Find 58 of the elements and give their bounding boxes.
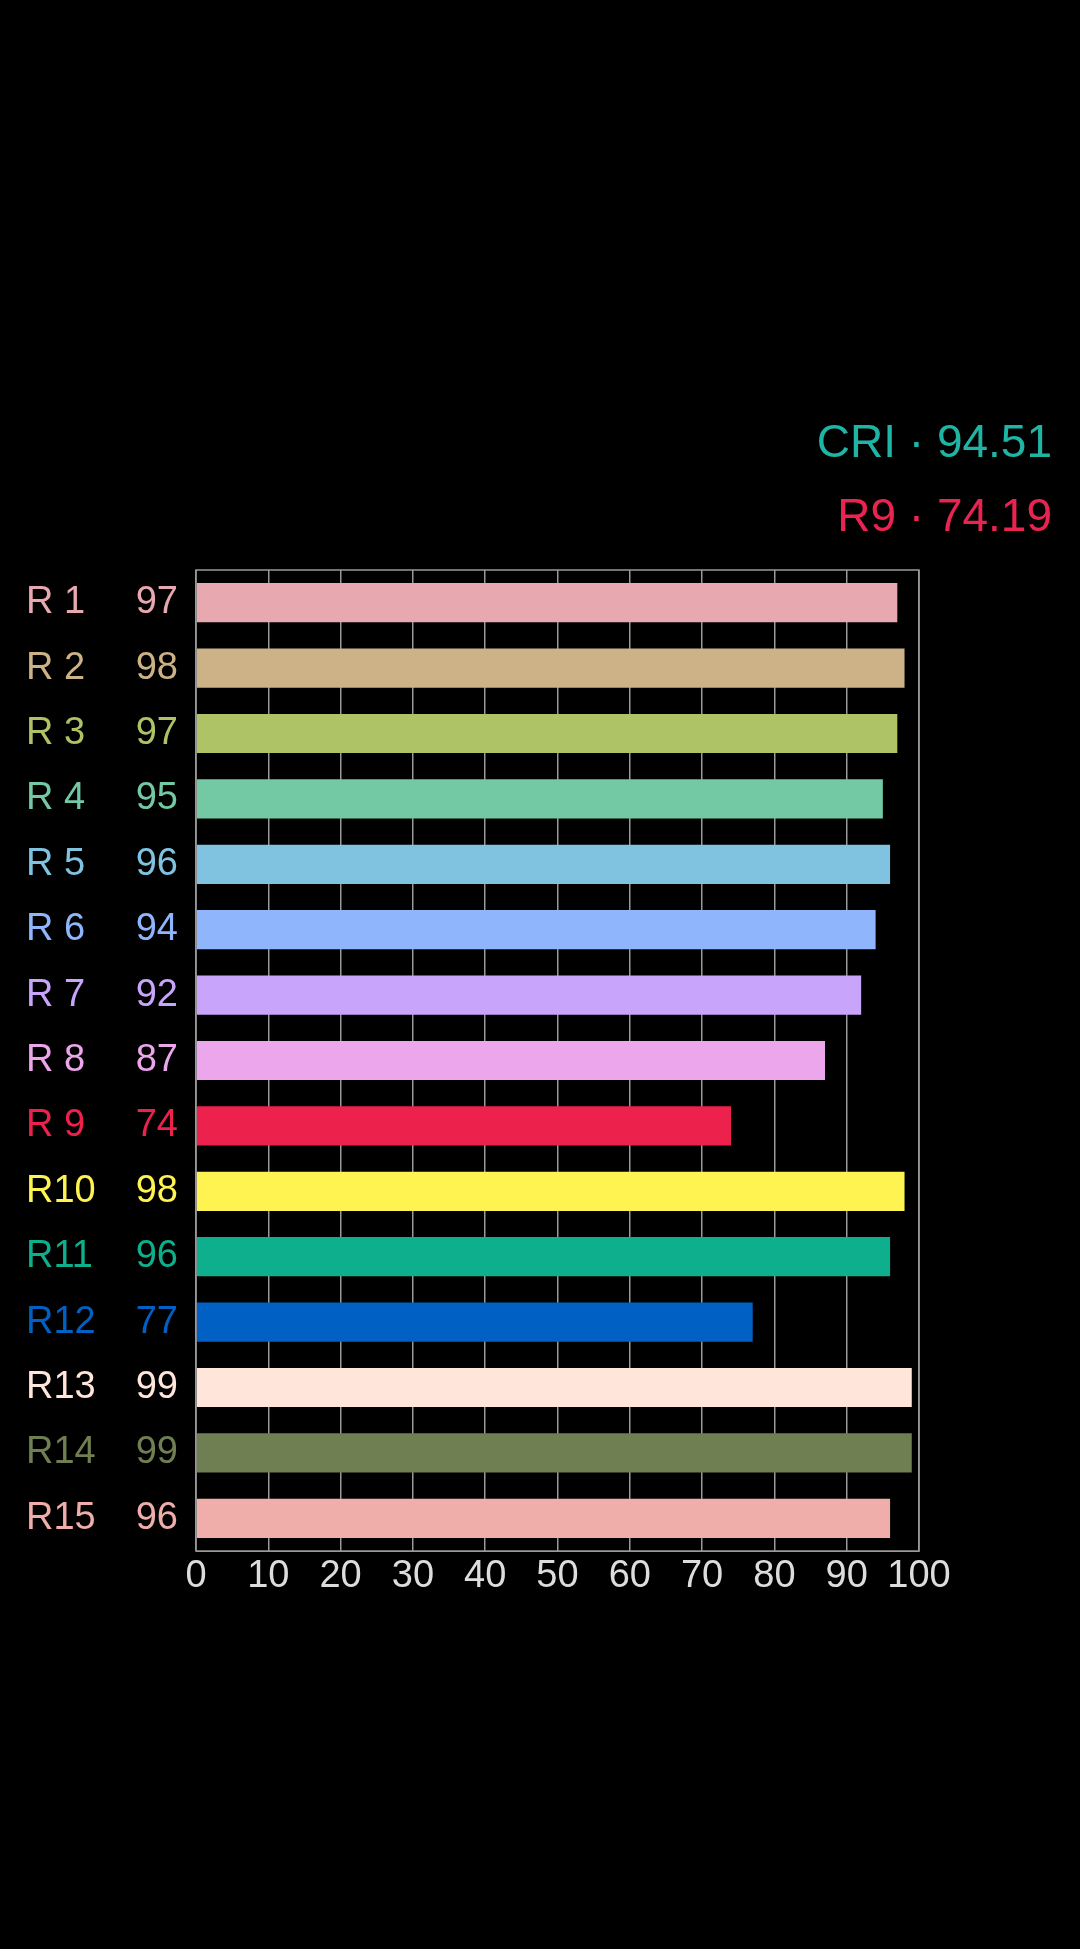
bar: [196, 1106, 732, 1146]
data-label: 92: [135, 971, 178, 1014]
bar: [196, 844, 891, 884]
x-tick-label: 70: [680, 1553, 724, 1596]
x-tick-label: 30: [391, 1553, 435, 1596]
x-tick-label: 40: [464, 1553, 507, 1596]
x-tick-label: 90: [825, 1553, 868, 1596]
x-tick-label: 100: [887, 1553, 951, 1596]
bar: [196, 648, 905, 688]
x-tick-label: 0: [185, 1553, 207, 1596]
data-label: 87: [135, 1036, 178, 1079]
data-label: 74: [135, 1102, 178, 1145]
data-label: 99: [135, 1429, 178, 1472]
y-tick-label: R 1: [26, 579, 86, 622]
data-label: 98: [135, 644, 178, 687]
y-tick-label: R 5: [26, 840, 86, 883]
bar: [196, 1498, 891, 1538]
y-tick-label: R13: [26, 1363, 96, 1406]
y-tick-label: R 8: [26, 1036, 86, 1079]
y-tick-label: R14: [26, 1429, 96, 1472]
bar: [196, 713, 898, 754]
x-tick-label: 50: [536, 1553, 579, 1596]
bar: [196, 1040, 826, 1081]
data-label: 97: [135, 709, 178, 752]
y-tick-label: R 3: [26, 709, 86, 752]
y-tick-label: R 6: [26, 906, 86, 949]
bar: [196, 779, 883, 819]
y-tick-label: R 9: [26, 1102, 86, 1145]
x-tick-label: 60: [608, 1553, 651, 1596]
y-tick-label: R 2: [26, 644, 86, 687]
y-tick-label: R 7: [26, 971, 86, 1014]
bar: [196, 1367, 912, 1408]
y-tick-label: R 4: [26, 775, 86, 818]
data-label: 96: [135, 840, 178, 883]
text: R9 · 74.19: [837, 488, 1052, 541]
data-label: 99: [135, 1363, 178, 1406]
data-label: 97: [135, 579, 178, 622]
y-tick-label: R10: [26, 1167, 96, 1210]
bar: [196, 1237, 891, 1277]
bar: [196, 583, 898, 623]
data-label: 77: [135, 1298, 178, 1341]
y-tick-label: R12: [26, 1298, 96, 1341]
text: CRI · 94.51: [816, 414, 1052, 467]
y-tick-label: R15: [26, 1494, 96, 1537]
bar: [196, 1171, 905, 1211]
bar: [196, 1302, 753, 1342]
data-label: 96: [135, 1233, 178, 1276]
y-tick-label: R11: [26, 1233, 93, 1276]
bar: [196, 910, 876, 950]
data-label: 98: [135, 1167, 178, 1210]
bar: [196, 1433, 912, 1473]
bar: [196, 975, 862, 1015]
x-tick-label: 20: [319, 1553, 362, 1596]
data-label: 96: [135, 1494, 178, 1537]
x-tick-label: 80: [753, 1553, 796, 1596]
data-label: 95: [135, 775, 178, 818]
data-label: 94: [135, 906, 178, 949]
x-tick-label: 10: [247, 1553, 290, 1596]
